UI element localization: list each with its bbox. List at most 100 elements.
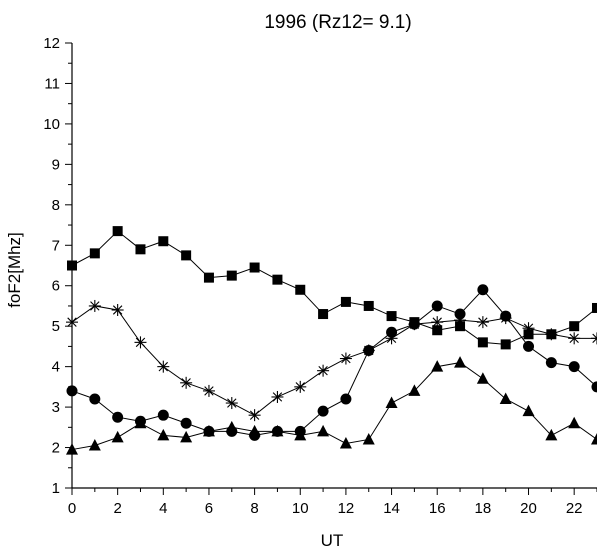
x-tick-label: 12: [338, 500, 355, 517]
data-point: [89, 248, 100, 259]
series-line: [71, 305, 597, 416]
y-tick-label: 8: [52, 197, 60, 214]
data-point: [431, 316, 444, 329]
data-point: [134, 336, 147, 349]
data-point: [203, 272, 214, 283]
series-triangle: [66, 356, 597, 455]
data-point: [271, 424, 284, 437]
data-point: [568, 332, 581, 345]
series-line: [71, 362, 597, 451]
data-point: [317, 364, 330, 377]
data-point: [158, 236, 169, 247]
data-point: [202, 424, 215, 437]
data-point: [454, 356, 467, 368]
x-tick-label: 14: [383, 500, 400, 517]
data-point: [591, 381, 597, 393]
x-axis-label: UT: [321, 531, 344, 550]
data-point: [157, 409, 169, 421]
series-asterisk: [66, 299, 597, 422]
y-tick-label: 6: [52, 278, 60, 295]
data-point: [67, 260, 77, 271]
data-point: [180, 430, 193, 443]
x-tick-label: 2: [113, 500, 121, 517]
data-point: [317, 405, 329, 417]
data-point: [202, 384, 215, 397]
y-tick-label: 4: [52, 359, 60, 376]
data-point: [294, 428, 307, 441]
data-point: [591, 332, 597, 345]
data-point: [340, 393, 352, 405]
data-point: [545, 328, 558, 341]
y-tick-label: 1: [52, 480, 60, 497]
data-point: [454, 308, 466, 320]
data-point: [477, 284, 489, 296]
y-tick-label: 3: [52, 399, 60, 416]
y-tick-label: 11: [44, 75, 60, 92]
data-point: [111, 304, 124, 316]
x-tick-label: 6: [205, 500, 213, 517]
data-point: [523, 340, 535, 352]
x-tick-label: 18: [475, 500, 492, 517]
data-point: [272, 274, 283, 285]
data-point: [318, 309, 329, 320]
data-point: [339, 437, 352, 449]
data-point: [66, 443, 78, 455]
data-point: [88, 299, 101, 312]
data-point: [180, 376, 193, 389]
x-tick-label: 4: [159, 500, 167, 517]
data-point: [248, 409, 261, 422]
data-point: [569, 321, 580, 332]
series-circle: [66, 284, 597, 441]
data-point: [226, 270, 237, 281]
series-group: [66, 226, 597, 455]
y-tick-label: 12: [43, 35, 60, 52]
data-point: [385, 396, 398, 409]
x-tick-label: 20: [520, 500, 537, 517]
data-point: [500, 310, 512, 322]
series-square: [67, 226, 597, 350]
data-point: [66, 316, 78, 329]
data-point: [181, 250, 192, 261]
y-tick-label: 9: [52, 156, 60, 173]
data-point: [89, 393, 101, 405]
data-point: [431, 360, 444, 372]
data-point: [545, 357, 557, 369]
data-point: [408, 384, 421, 396]
data-point: [180, 417, 192, 429]
data-point: [455, 321, 466, 332]
data-point: [157, 428, 170, 441]
x-tick-label: 0: [68, 500, 76, 517]
x-tick-label: 10: [292, 500, 309, 517]
chart-title: 1996 (Rz12= 9.1): [264, 12, 411, 33]
data-point: [477, 337, 488, 348]
data-point: [225, 397, 238, 410]
x-tick-label: 22: [566, 500, 583, 517]
data-point: [135, 244, 146, 255]
y-tick-label: 2: [52, 440, 60, 457]
data-point: [568, 416, 581, 429]
data-point: [134, 416, 147, 429]
data-point: [340, 296, 351, 307]
data-point: [157, 360, 170, 373]
x-tick-label: 8: [250, 500, 258, 517]
data-point: [592, 302, 597, 313]
data-point: [522, 404, 535, 417]
data-point: [363, 300, 374, 311]
data-point: [339, 352, 352, 365]
data-point: [248, 424, 261, 437]
data-point: [523, 329, 534, 340]
y-axis-label: foF2[Mhz]: [5, 232, 24, 308]
x-tick-label: 16: [429, 500, 446, 517]
data-point: [317, 424, 330, 437]
data-point: [591, 432, 597, 445]
data-point: [225, 420, 238, 433]
data-point: [408, 318, 420, 330]
data-point: [112, 411, 124, 423]
data-point: [545, 428, 558, 441]
data-point: [271, 390, 284, 403]
data-point: [249, 262, 260, 273]
data-point: [363, 344, 375, 356]
data-point: [66, 385, 78, 397]
